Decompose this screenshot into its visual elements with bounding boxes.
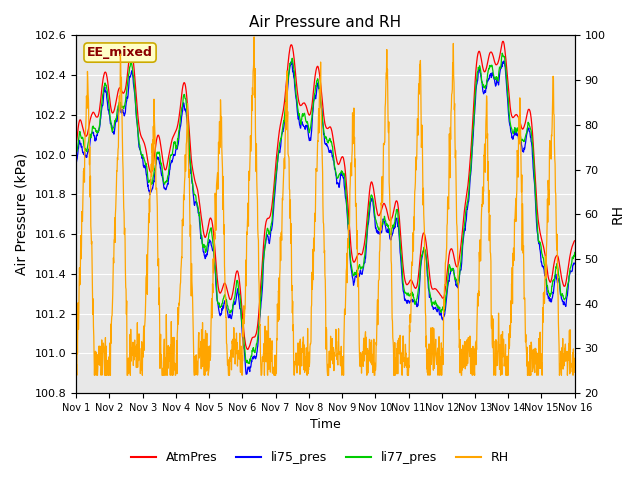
Y-axis label: Air Pressure (kPa): Air Pressure (kPa): [15, 153, 29, 276]
Title: Air Pressure and RH: Air Pressure and RH: [250, 15, 401, 30]
Text: EE_mixed: EE_mixed: [87, 46, 153, 59]
Y-axis label: RH: RH: [611, 204, 625, 224]
X-axis label: Time: Time: [310, 419, 341, 432]
Legend: AtmPres, li75_pres, li77_pres, RH: AtmPres, li75_pres, li77_pres, RH: [125, 446, 515, 469]
